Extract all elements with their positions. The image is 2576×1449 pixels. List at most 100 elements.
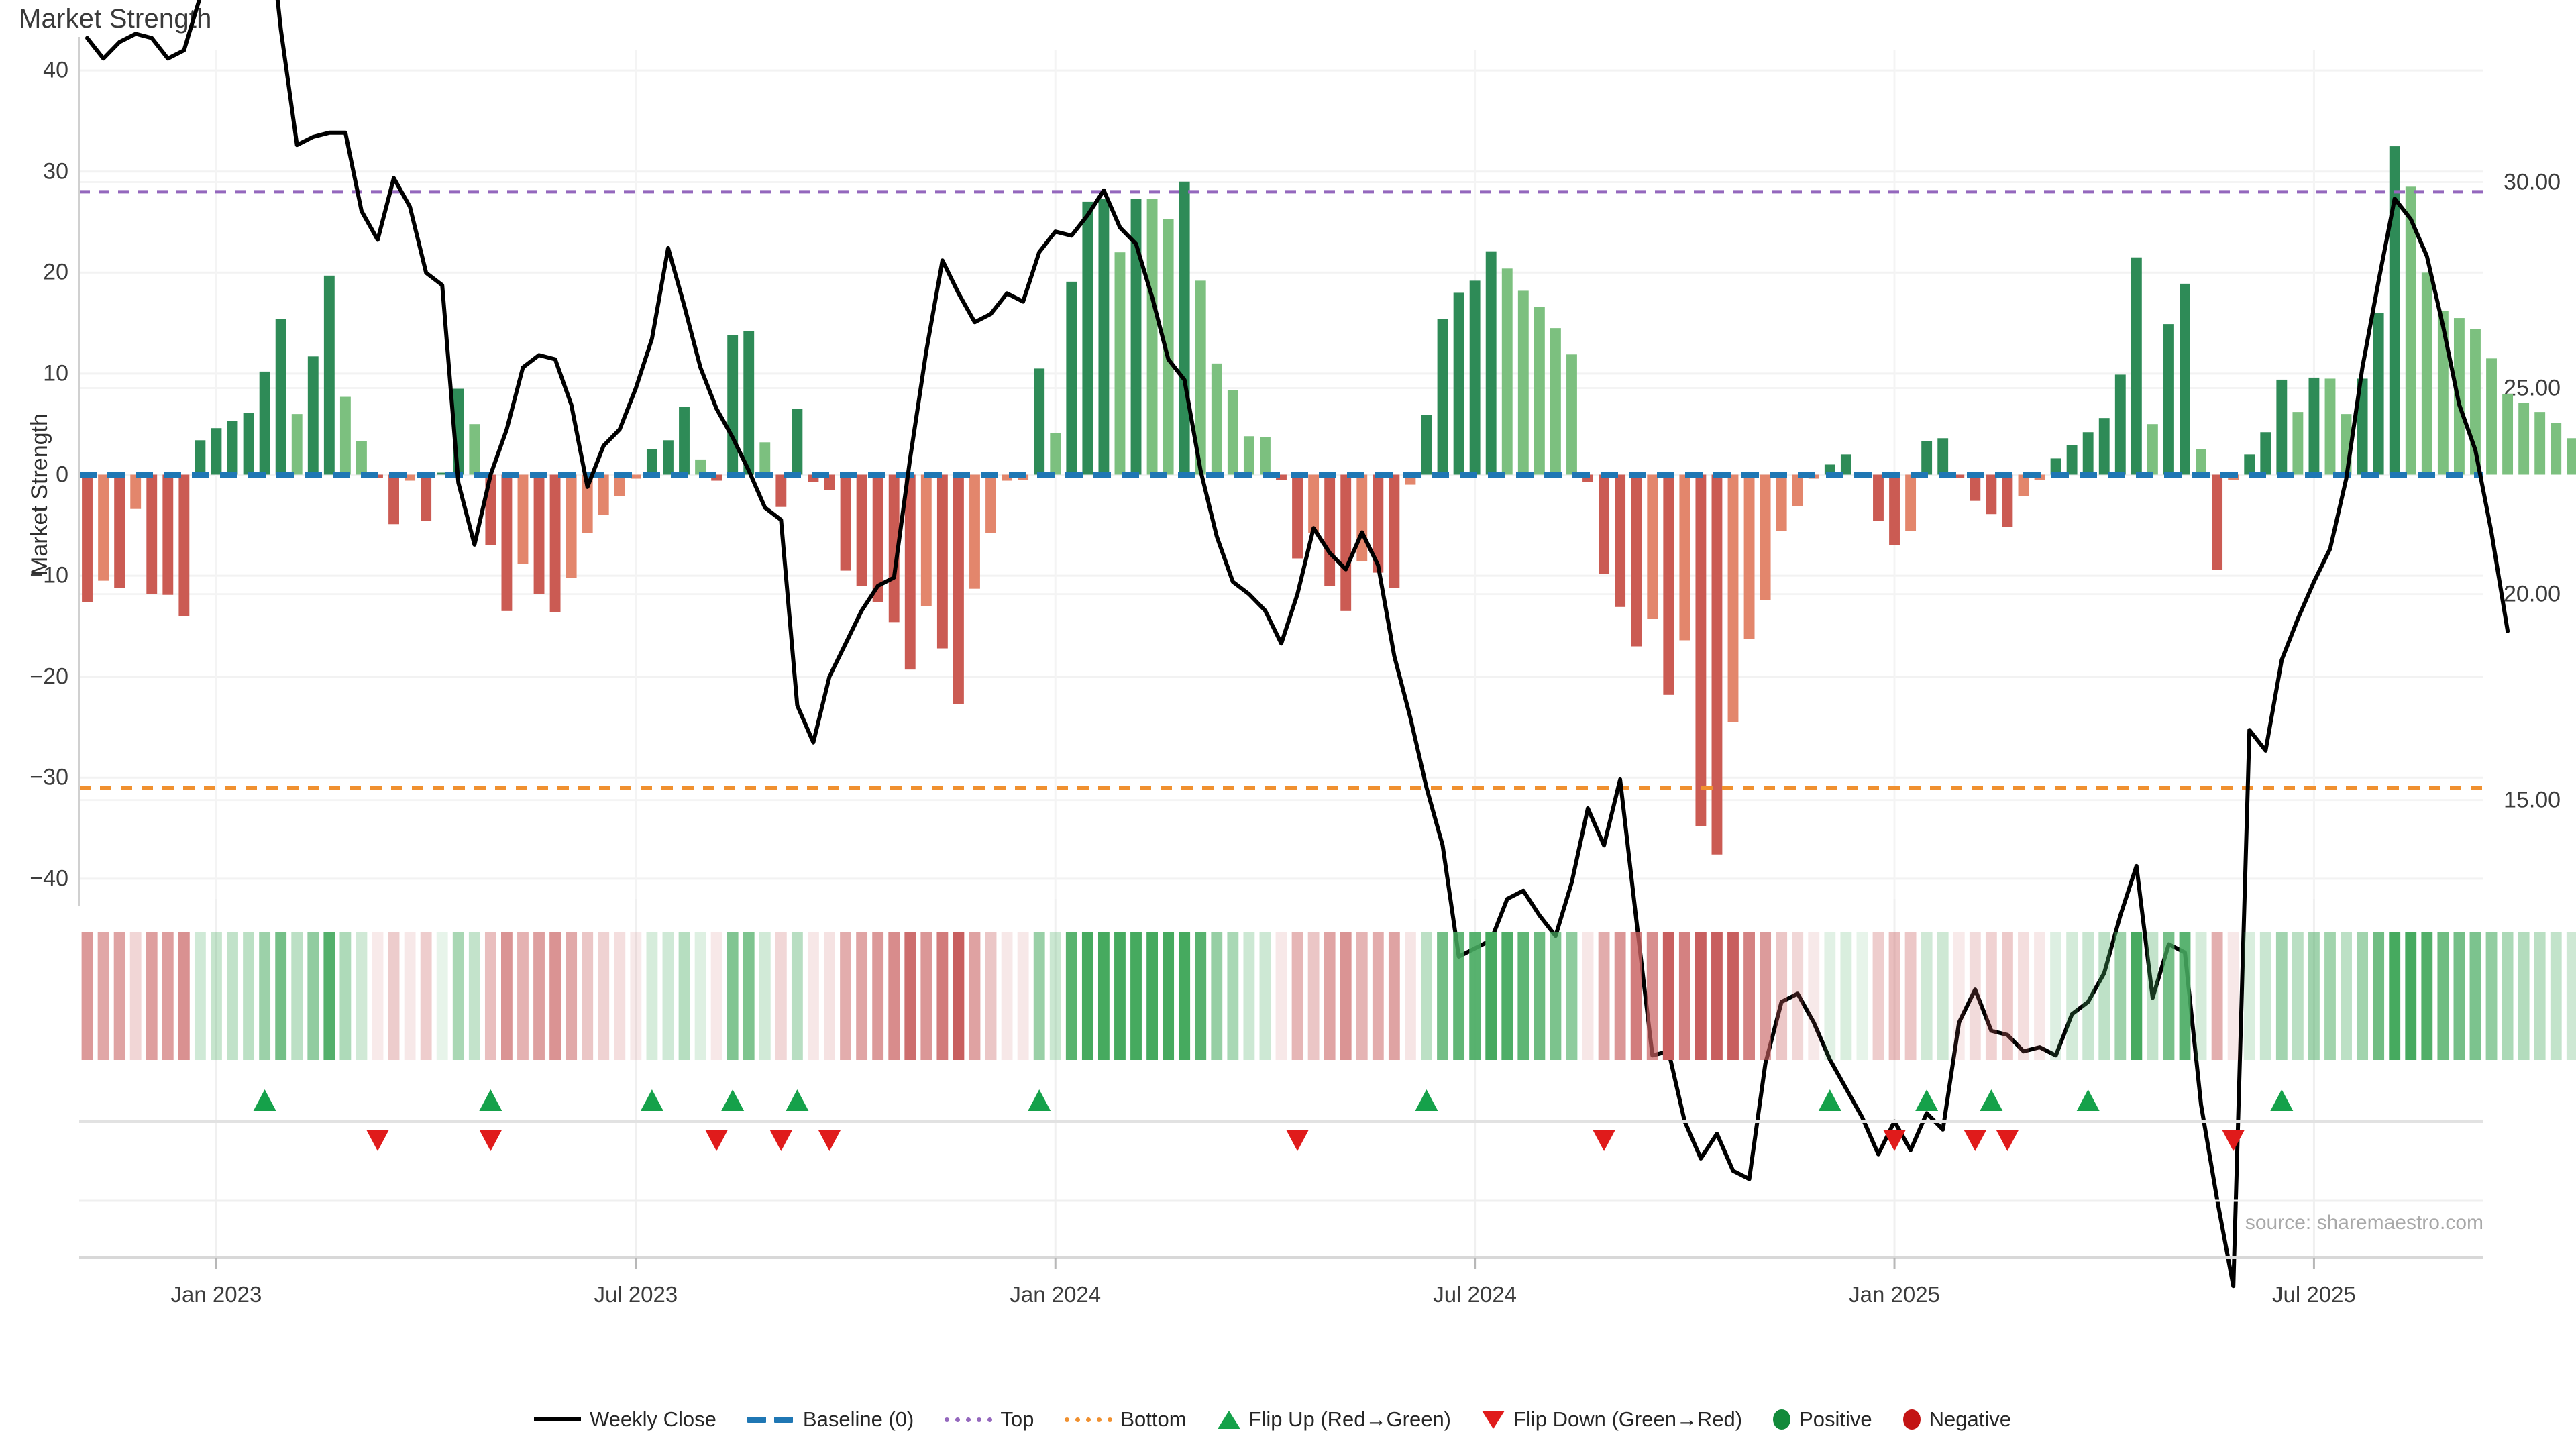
strength-bar	[469, 424, 480, 475]
heatmap-cell	[1921, 932, 1933, 1060]
legend-item[interactable]: Flip Down (Green→Red)	[1482, 1407, 1742, 1432]
heatmap-cell	[1646, 932, 1658, 1060]
heatmap-cell	[598, 932, 610, 1060]
heatmap-cell	[1485, 932, 1497, 1060]
heatmap-cell	[178, 932, 190, 1060]
strength-bar	[275, 319, 286, 475]
flip-up-marker	[1915, 1089, 1939, 1111]
legend-item[interactable]: Weekly Close	[533, 1407, 716, 1432]
heatmap-cell	[404, 932, 416, 1060]
strength-bar	[1373, 474, 1384, 573]
strength-bar	[1792, 474, 1803, 506]
heatmap-cell	[872, 932, 884, 1060]
strength-bar	[1615, 474, 1626, 607]
legend-item[interactable]: Negative	[1902, 1407, 2011, 1432]
heatmap-cell	[1566, 932, 1578, 1060]
heatmap-cell	[1550, 932, 1562, 1060]
strength-bar	[2292, 412, 2304, 475]
heatmap-cell	[1453, 932, 1465, 1060]
heatmap-cell	[1969, 932, 1981, 1060]
heatmap-cell	[388, 932, 400, 1060]
strength-bar	[824, 474, 835, 490]
heatmap-cell	[2195, 932, 2207, 1060]
heatmap-cell	[582, 932, 594, 1060]
strength-bar	[2034, 474, 2045, 480]
dotted-line-swatch-icon	[1065, 1417, 1113, 1422]
strength-bar	[872, 474, 883, 602]
heatmap-cell	[1130, 932, 1142, 1060]
legend-item[interactable]: Positive	[1773, 1407, 1872, 1432]
strength-bar	[2405, 186, 2416, 475]
y-axis-tick-left: −30	[30, 764, 68, 790]
strength-bar	[969, 474, 980, 589]
strength-bar	[953, 474, 964, 704]
y-axis-label-left: Market Strength	[27, 413, 52, 576]
heatmap-cell	[2357, 932, 2369, 1060]
strength-bar	[2212, 474, 2223, 570]
heatmap-cell	[1582, 932, 1594, 1060]
legend-item[interactable]: Flip Up (Red→Green)	[1217, 1407, 1451, 1432]
heatmap-cell	[775, 932, 787, 1060]
strength-bar	[146, 474, 158, 594]
flip-up-marker	[1028, 1089, 1051, 1111]
heatmap-cell	[1937, 932, 1949, 1060]
strength-bar	[2486, 358, 2497, 475]
strength-bar	[1082, 201, 1093, 475]
heatmap-cell	[452, 932, 464, 1060]
heatmap-cell	[2018, 932, 2029, 1060]
x-axis-tick: Jan 2024	[1010, 1282, 1102, 1307]
heatmap-cell	[1904, 932, 1917, 1060]
strength-bar	[888, 474, 900, 623]
strength-bar	[792, 409, 803, 475]
y-axis-tick-right: 30.00	[2504, 169, 2561, 195]
heatmap-cell	[2066, 932, 2078, 1060]
heatmap-cell	[2292, 932, 2304, 1060]
heatmap-cell	[759, 932, 771, 1060]
strength-bar	[2324, 378, 2336, 475]
heatmap-cell	[1227, 932, 1239, 1060]
heatmap-cell	[2179, 932, 2191, 1060]
flip-down-marker	[1286, 1130, 1309, 1151]
strength-bar	[195, 440, 206, 475]
flip-down-marker	[1996, 1130, 2019, 1151]
strength-bar	[1501, 268, 1513, 475]
heatmap-cell	[710, 932, 722, 1060]
strength-bar	[2502, 394, 2514, 475]
heatmap-cell	[2453, 932, 2465, 1060]
strength-bar	[1114, 252, 1126, 475]
strength-bar	[1227, 390, 1238, 475]
strength-bar	[323, 275, 335, 475]
heatmap-cell	[2389, 932, 2401, 1060]
heatmap-cell	[2227, 932, 2239, 1060]
legend-item[interactable]: Bottom	[1065, 1407, 1187, 1432]
strength-bar	[1824, 464, 1835, 475]
x-axis-tick: Jan 2025	[1849, 1282, 1940, 1307]
flip-down-marker	[769, 1130, 793, 1151]
strength-bar	[663, 440, 674, 475]
heatmap-cell	[259, 932, 271, 1060]
strength-bar	[1937, 438, 1949, 475]
heatmap-cell	[162, 932, 174, 1060]
strength-bar	[291, 414, 303, 475]
strength-bar	[1970, 474, 1981, 501]
heatmap-cell	[1243, 932, 1255, 1060]
heatmap-cell	[1065, 932, 1077, 1060]
heatmap-cell	[113, 932, 125, 1060]
heatmap-cell	[1469, 932, 1481, 1060]
heatmap-cell	[1695, 932, 1707, 1060]
y-axis-tick-left: 20	[43, 259, 68, 285]
heatmap-cell	[81, 932, 93, 1060]
strength-heatmap-strip	[81, 932, 2576, 1060]
flip-down-marker	[2222, 1130, 2245, 1151]
strength-bar	[1276, 474, 1287, 480]
strength-bar	[582, 474, 593, 533]
legend-item[interactable]: Top	[945, 1407, 1034, 1432]
heatmap-cell	[307, 932, 319, 1060]
legend-item-label: Positive	[1799, 1407, 1872, 1431]
strength-bar	[130, 474, 142, 509]
strength-bar	[1808, 474, 1819, 479]
legend-item[interactable]: Baseline (0)	[747, 1407, 914, 1432]
heatmap-cell	[1534, 932, 1546, 1060]
strength-bar	[598, 474, 609, 515]
strength-bar	[1469, 280, 1481, 475]
